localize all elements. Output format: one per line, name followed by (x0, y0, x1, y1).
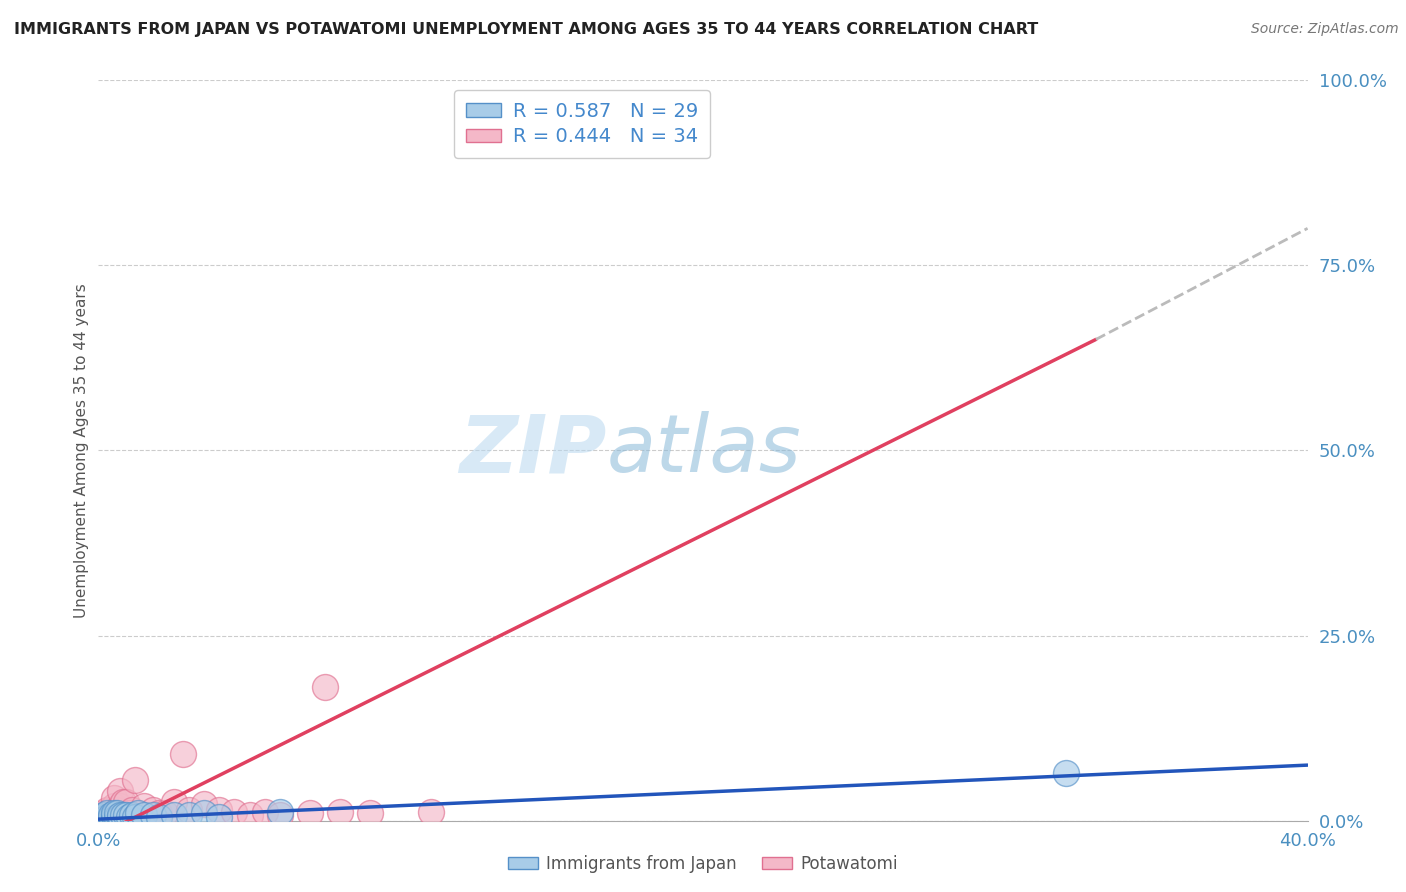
Point (111, 807, 134, 822)
Point (103, 806, 125, 821)
Point (96, 806, 118, 821)
Point (105, 810, 128, 824)
Point (314, 681, 336, 695)
Point (96, 803, 118, 817)
Point (118, 806, 141, 821)
Point (114, 795, 136, 809)
Point (299, 806, 322, 821)
Point (93, 807, 115, 822)
Point (90, 810, 112, 824)
Point (163, 807, 186, 822)
Legend: R = 0.587   N = 29, R = 0.444   N = 34: R = 0.587 N = 29, R = 0.444 N = 34 (454, 90, 710, 158)
Text: Source: ZipAtlas.com: Source: ZipAtlas.com (1251, 22, 1399, 37)
Point (103, 791, 125, 805)
Point (208, 803, 231, 817)
Point (127, 806, 149, 821)
Text: IMMIGRANTS FROM JAPAN VS POTAWATOMI UNEMPLOYMENT AMONG AGES 35 TO 44 YEARS CORRE: IMMIGRANTS FROM JAPAN VS POTAWATOMI UNEM… (14, 22, 1038, 37)
Point (105, 806, 128, 821)
Point (360, 806, 382, 821)
Point (193, 806, 215, 821)
Point (269, 807, 291, 822)
Point (208, 810, 231, 824)
Point (93, 810, 115, 824)
Point (193, 797, 215, 812)
Point (103, 798, 125, 813)
Point (253, 805, 276, 819)
Point (118, 810, 141, 824)
Point (103, 807, 125, 822)
Text: ZIP: ZIP (458, 411, 606, 490)
Point (100, 810, 122, 824)
Point (93, 806, 115, 821)
Legend: Immigrants from Japan, Potawatomi: Immigrants from Japan, Potawatomi (502, 848, 904, 880)
Point (224, 805, 246, 819)
Point (124, 810, 146, 824)
Point (269, 805, 291, 819)
Point (108, 807, 131, 822)
Point (108, 810, 131, 824)
Point (1054, 765, 1077, 780)
Point (108, 798, 131, 813)
Point (142, 807, 165, 822)
Point (100, 806, 122, 821)
Point (108, 784, 131, 798)
Point (90, 810, 112, 824)
Point (329, 805, 352, 819)
Point (148, 810, 170, 824)
Point (96, 806, 118, 821)
Point (179, 807, 201, 822)
Point (111, 795, 134, 809)
Point (239, 807, 262, 822)
Point (172, 747, 194, 761)
Point (132, 807, 155, 822)
Point (103, 810, 125, 824)
Point (114, 807, 136, 822)
Point (148, 806, 170, 821)
Point (142, 803, 165, 817)
Point (100, 803, 122, 817)
Point (105, 803, 128, 817)
Point (420, 805, 443, 819)
Point (179, 803, 201, 817)
Y-axis label: Unemployment Among Ages 35 to 44 years: Unemployment Among Ages 35 to 44 years (75, 283, 89, 618)
Point (124, 772, 146, 787)
Point (121, 807, 143, 822)
Point (100, 807, 122, 822)
Text: atlas: atlas (606, 411, 801, 490)
Point (96, 810, 118, 824)
Point (121, 803, 143, 817)
Point (153, 806, 176, 821)
Point (132, 798, 155, 813)
Point (163, 795, 186, 809)
